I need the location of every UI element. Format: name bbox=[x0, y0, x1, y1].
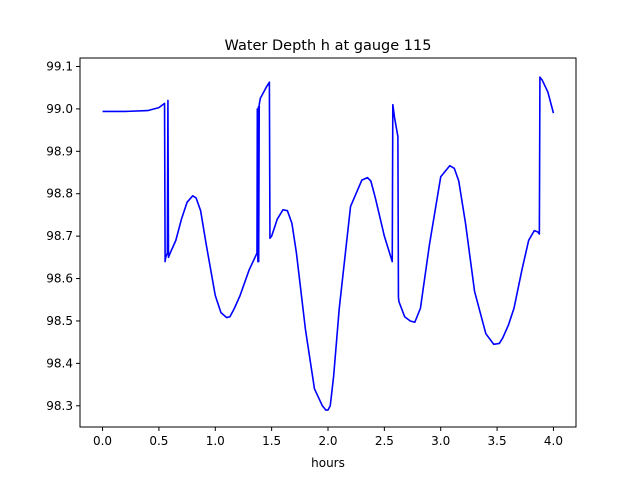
x-tick-label: 1.5 bbox=[262, 434, 281, 448]
y-tick-label: 98.9 bbox=[46, 144, 73, 158]
y-tick-label: 99.0 bbox=[46, 102, 73, 116]
series-line-0 bbox=[102, 76, 555, 411]
y-tick-label: 99.1 bbox=[46, 59, 73, 73]
y-tick-label: 98.5 bbox=[46, 314, 73, 328]
x-tick-label: 0.5 bbox=[149, 434, 168, 448]
chart-title: Water Depth h at gauge 115 bbox=[225, 38, 432, 54]
y-tick-label: 98.3 bbox=[46, 399, 73, 413]
plot-area bbox=[102, 76, 555, 411]
axes: 0.0 0.5 1.0 1.5 2.0 2.5 3.0 3.5 4.0 98.3 98.4 98.5 9… bbox=[46, 57, 577, 448]
y-tick-label: 98.7 bbox=[46, 229, 73, 243]
x-tick-label: 3.5 bbox=[488, 434, 507, 448]
x-axis-label: hours bbox=[311, 456, 345, 470]
x-tick-label: 2.0 bbox=[318, 434, 337, 448]
x-tick-label: 4.0 bbox=[544, 434, 563, 448]
x-tick-label: 1.0 bbox=[206, 434, 225, 448]
y-tick-label: 98.8 bbox=[46, 187, 73, 201]
y-tick-label: 98.6 bbox=[46, 272, 73, 286]
x-tick-label: 2.5 bbox=[375, 434, 394, 448]
y-tick-label: 98.4 bbox=[46, 356, 73, 370]
x-tick-label: 3.0 bbox=[431, 434, 450, 448]
x-tick-label: 0.0 bbox=[93, 434, 112, 448]
